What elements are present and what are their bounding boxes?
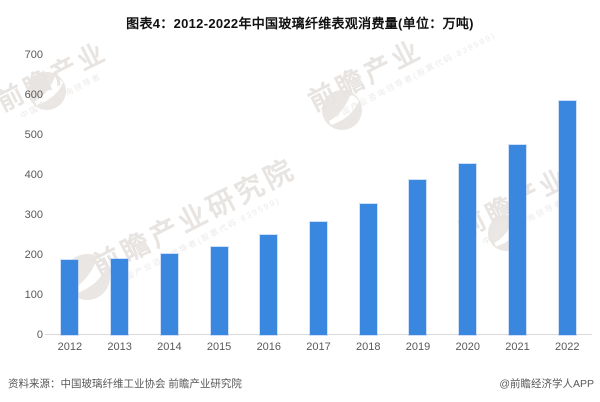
- x-tick-label-2019: 2019: [405, 341, 431, 353]
- y-tick-label-500: 500: [24, 128, 43, 141]
- bar-2015: [210, 246, 228, 335]
- x-axis: 2012 2013 2014 2015 2016 2017 2018 2019 2020 2021…: [45, 341, 592, 353]
- source-note: 资料来源：中国玻璃纤维工业协会 前瞻产业研究院: [8, 378, 242, 390]
- bar-2016: [260, 235, 278, 335]
- x-tick-label-2017: 2017: [306, 341, 331, 353]
- x-tick-label-2021: 2021: [505, 341, 530, 353]
- x-tick-label-2014: 2014: [157, 341, 182, 353]
- x-tick-label-2015: 2015: [206, 341, 232, 353]
- x-tick-label-2016: 2016: [256, 341, 282, 353]
- chart-title: 图表4：2012-2022年中国玻璃纤维表观消费量(单位：万吨): [126, 16, 474, 31]
- footer: 资料来源：中国玻璃纤维工业协会 前瞻产业研究院 @前瞻经济学人APP: [8, 376, 594, 391]
- x-tick-label-2012: 2012: [57, 341, 83, 353]
- y-tick-label-600: 600: [24, 88, 43, 101]
- x-tick-label-2020: 2020: [455, 341, 480, 353]
- bar-2014: [160, 253, 178, 335]
- bar-2012: [61, 259, 79, 335]
- x-tick-label-2018: 2018: [356, 341, 381, 353]
- y-tick-label-200: 200: [24, 248, 43, 261]
- bar-2020: [459, 163, 477, 335]
- y-tick-label-700: 700: [24, 48, 43, 61]
- x-tick-label-2022: 2022: [554, 341, 580, 353]
- y-tick-label-300: 300: [24, 208, 43, 221]
- y-tick-label-100: 100: [24, 288, 43, 301]
- bar-2022: [558, 100, 576, 335]
- y-tick-label-400: 400: [24, 168, 43, 181]
- y-tick-label-0: 0: [36, 328, 43, 341]
- bars-container: [45, 55, 592, 335]
- x-tick-label-2013: 2013: [107, 341, 132, 353]
- bar-2021: [508, 145, 526, 335]
- bar-2017: [309, 221, 327, 335]
- bar-2013: [111, 258, 129, 335]
- credit-note: @前瞻经济学人APP: [499, 378, 594, 390]
- bar-2019: [409, 179, 427, 335]
- bar-2018: [359, 203, 377, 335]
